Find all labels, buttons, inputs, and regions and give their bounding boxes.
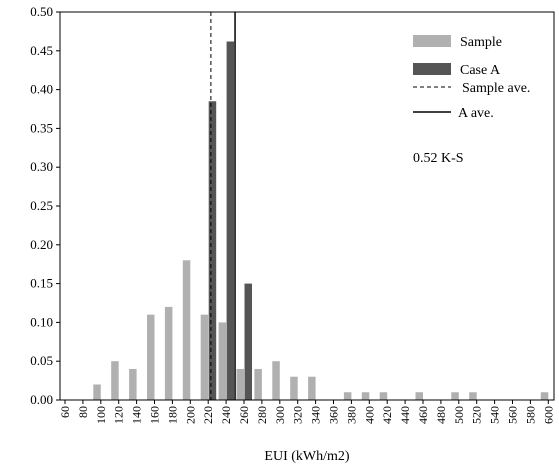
reference-lines [210,12,236,400]
x-tick-label: 400 [362,406,376,424]
x-tick-label: 200 [183,406,197,424]
y-tick-label: 0.25 [30,198,53,213]
bar-sample [469,392,477,400]
x-tick-label: 300 [273,406,287,424]
bar-sample [379,392,388,400]
legend: Sample Case A Sample ave. A ave. [413,35,530,121]
y-tick-label: 0.45 [30,43,53,58]
bar-sample [540,392,549,400]
bar-sample [254,368,262,400]
bar-sample [236,368,244,400]
bar-sample [129,368,137,400]
x-tick-label: 280 [255,406,269,424]
x-tick-label: 580 [523,406,537,424]
legend-label-a-ave: A ave. [458,106,494,121]
bar-case-a [226,41,235,400]
bar-sample [308,376,316,400]
x-tick-label: 180 [165,406,179,424]
y-tick-label: 0.15 [30,276,53,291]
x-tick-label: 420 [380,406,394,424]
y-tick-label: 0.30 [30,159,53,174]
legend-swatch-case-a [413,63,451,75]
legend-label-sample: Sample [460,35,502,50]
x-tick-label: 480 [434,406,448,424]
bar-sample [361,392,370,400]
x-tick-label: 260 [237,406,251,424]
x-tick-label: 80 [76,406,90,418]
x-axis: 60 80 100 120 140 160 180 200 220 240 260 280 300 320… [58,400,555,424]
y-tick-label: 0.20 [30,237,53,252]
ks-annotation: 0.52 K-S [413,151,464,166]
x-tick-label: 440 [398,406,412,424]
bar-sample [93,384,101,400]
x-tick-label: 540 [488,406,502,424]
legend-swatch-sample [413,35,451,47]
bar-sample [272,361,280,400]
bar-sample [218,322,227,400]
x-tick-label: 240 [219,406,233,424]
y-tick-label: 0.50 [30,4,53,19]
plot-frame [59,11,555,401]
bar-sample [343,392,352,400]
y-tick-label: 0.10 [30,314,53,329]
bar-sample [415,392,423,400]
x-tick-label: 320 [291,406,305,424]
bar-sample [147,314,155,400]
bar-case-a [208,101,217,401]
x-tick-label: 160 [148,406,162,424]
y-tick-label: 0.35 [30,120,53,135]
bar-sample [200,314,209,400]
legend-label-case-a: Case A [460,63,501,78]
bars-group [93,41,549,401]
x-tick-label: 560 [506,406,520,424]
bar-sample [451,392,459,400]
x-tick-label: 600 [541,406,555,424]
x-tick-label: 60 [58,406,72,418]
legend-label-sample-ave: Sample ave. [462,81,530,96]
x-tick-label: 140 [130,406,144,424]
y-tick-label: 0.40 [30,82,53,97]
x-tick-label: 360 [327,406,341,424]
y-axis: 0.00 0.05 0.10 0.15 0.20 0.25 0.30 0.35 0.40 0.45… [30,4,60,407]
y-tick-label: 0.00 [30,392,53,407]
x-tick-label: 120 [112,406,126,424]
bar-sample [290,376,298,400]
bar-sample [182,260,191,400]
x-axis-title: EUI (kWh/m2) [264,449,349,464]
bar-sample [111,361,119,400]
x-tick-label: 460 [416,406,430,424]
x-tick-label: 520 [470,406,484,424]
bar-case-a [244,283,252,400]
x-tick-label: 500 [452,406,466,424]
x-tick-label: 380 [344,406,358,424]
x-tick-label: 340 [309,406,323,424]
x-tick-label: 100 [94,406,108,424]
y-tick-label: 0.05 [30,353,53,368]
x-tick-label: 220 [201,406,215,424]
bar-sample [164,306,173,400]
